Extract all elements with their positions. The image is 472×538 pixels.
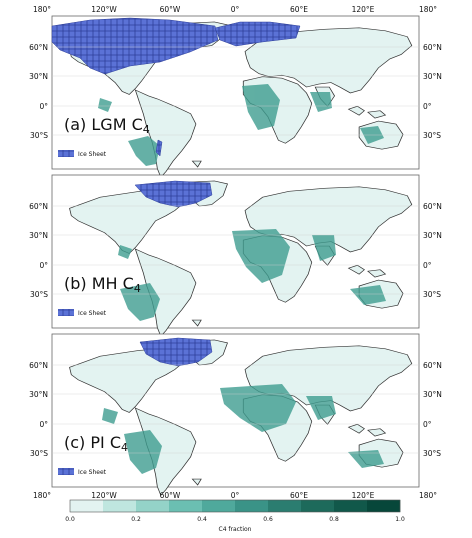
lat-label-right: 30°S (423, 449, 441, 458)
colorbar-tick-label: 0.6 (263, 516, 273, 523)
lat-label-right: 0° (423, 102, 432, 111)
lat-label-right: 60°N (423, 202, 442, 211)
lat-label-right: 30°N (423, 231, 442, 240)
lat-label-left: 30°S (30, 290, 48, 299)
lat-label-left: 30°N (29, 390, 48, 399)
ice-sheet-legend-swatch (58, 309, 74, 316)
colorbar-segment (235, 500, 269, 512)
panel-label: (b) MH C4 (64, 274, 141, 295)
colorbar-segment (136, 500, 170, 512)
lat-label-left: 60°N (29, 43, 48, 52)
panel-label-main: (b) MH C (64, 274, 134, 293)
colorbar-segment (268, 500, 302, 512)
bottom-lon-label: 180° (419, 491, 437, 500)
panel-label-sub: 4 (134, 282, 141, 295)
ice-sheet-legend-swatch (58, 468, 74, 475)
map-panel-pi: 60°N 30°N 0° 30°S 60°N 30°N 0° 30°S (c) … (29, 333, 442, 496)
colorbar-segment (367, 500, 401, 512)
lat-label-left: 30°N (29, 231, 48, 240)
lat-label-left: 0° (39, 261, 48, 270)
top-lon-label: 120°E (352, 5, 375, 14)
ice-sheet-legend-label: Ice Sheet (78, 469, 107, 476)
lat-label-right: 60°N (423, 43, 442, 52)
colorbar-segment (334, 500, 368, 512)
panel-label-sub: 4 (121, 441, 128, 454)
bottom-lon-label: 60°W (160, 491, 181, 500)
bottom-lon-label: 0° (231, 491, 240, 500)
graticule (52, 46, 419, 136)
colorbar-segment (70, 500, 104, 512)
top-lon-labels: 180° 120°W 60°W 0° 60°E 120°E 180° (33, 5, 437, 14)
lat-label-right: 30°S (423, 290, 441, 299)
colorbar-ticks: 0.0 0.2 0.4 0.6 0.8 1.0 (65, 516, 405, 523)
bottom-lon-label: 120°W (91, 491, 117, 500)
ice-sheet-legend-swatch (58, 150, 74, 157)
lat-label-left: 30°N (29, 72, 48, 81)
panel-label-main: (c) PI C (64, 433, 121, 452)
colorbar-segment (169, 500, 203, 512)
c4-shading (102, 384, 384, 474)
top-lon-label: 60°E (290, 5, 308, 14)
top-lon-label: 0° (231, 5, 240, 14)
lat-label-right: 0° (423, 420, 432, 429)
c4-shading (98, 84, 384, 166)
colorbar-border (69, 499, 401, 513)
lat-label-right: 30°N (423, 390, 442, 399)
colorbar (69, 499, 401, 513)
bottom-lon-label: 60°E (290, 491, 308, 500)
colorbar-tick-label: 0.4 (197, 516, 207, 523)
panel-label-main: (a) LGM C (64, 115, 143, 134)
lat-label-right: 30°S (423, 131, 441, 140)
colorbar-tick-label: 1.0 (395, 516, 405, 523)
colorbar-tick-label: 0.2 (131, 516, 141, 523)
panel-label: (a) LGM C4 (64, 115, 150, 136)
lat-label-right: 0° (423, 261, 432, 270)
graticule (52, 364, 419, 454)
lat-label-left: 0° (39, 102, 48, 111)
ice-sheet-legend-label: Ice Sheet (78, 310, 107, 317)
bottom-lon-label: 120°E (352, 491, 375, 500)
colorbar-title: C4 fraction (219, 526, 252, 533)
lat-label-right: 60°N (423, 361, 442, 370)
lat-label-left: 0° (39, 420, 48, 429)
map-panel-lgm: 60°N 30°N 0° 30°S 60°N 30°N 0° 30°S (a) … (29, 15, 442, 178)
colorbar-segment (103, 500, 137, 512)
ice-sheet (51, 17, 301, 157)
ice-sheet (134, 180, 213, 208)
ice-sheet (139, 337, 213, 367)
top-lon-label: 60°W (160, 5, 181, 14)
bottom-lon-label: 180° (33, 491, 51, 500)
top-lon-label: 180° (419, 5, 437, 14)
panel-label-sub: 4 (143, 123, 150, 136)
colorbar-segment (301, 500, 335, 512)
colorbar-segment (202, 500, 236, 512)
bottom-lon-labels: 180° 120°W 60°W 0° 60°E 120°E 180° (33, 491, 437, 500)
lat-label-left: 30°S (30, 449, 48, 458)
lat-label-left: 60°N (29, 361, 48, 370)
ice-sheet-legend-label: Ice Sheet (78, 151, 107, 158)
graticule (52, 205, 419, 295)
lat-label-left: 30°S (30, 131, 48, 140)
panel-label: (c) PI C4 (64, 433, 128, 454)
top-lon-label: 180° (33, 5, 51, 14)
map-panel-mh: 60°N 30°N 0° 30°S 60°N 30°N 0° 30°S (b) … (29, 174, 442, 337)
colorbar-tick-label: 0.0 (65, 516, 75, 523)
c4-shading (118, 229, 386, 321)
colorbar-tick-label: 0.8 (329, 516, 339, 523)
top-lon-label: 120°W (91, 5, 117, 14)
lat-label-right: 30°N (423, 72, 442, 81)
lat-label-left: 60°N (29, 202, 48, 211)
